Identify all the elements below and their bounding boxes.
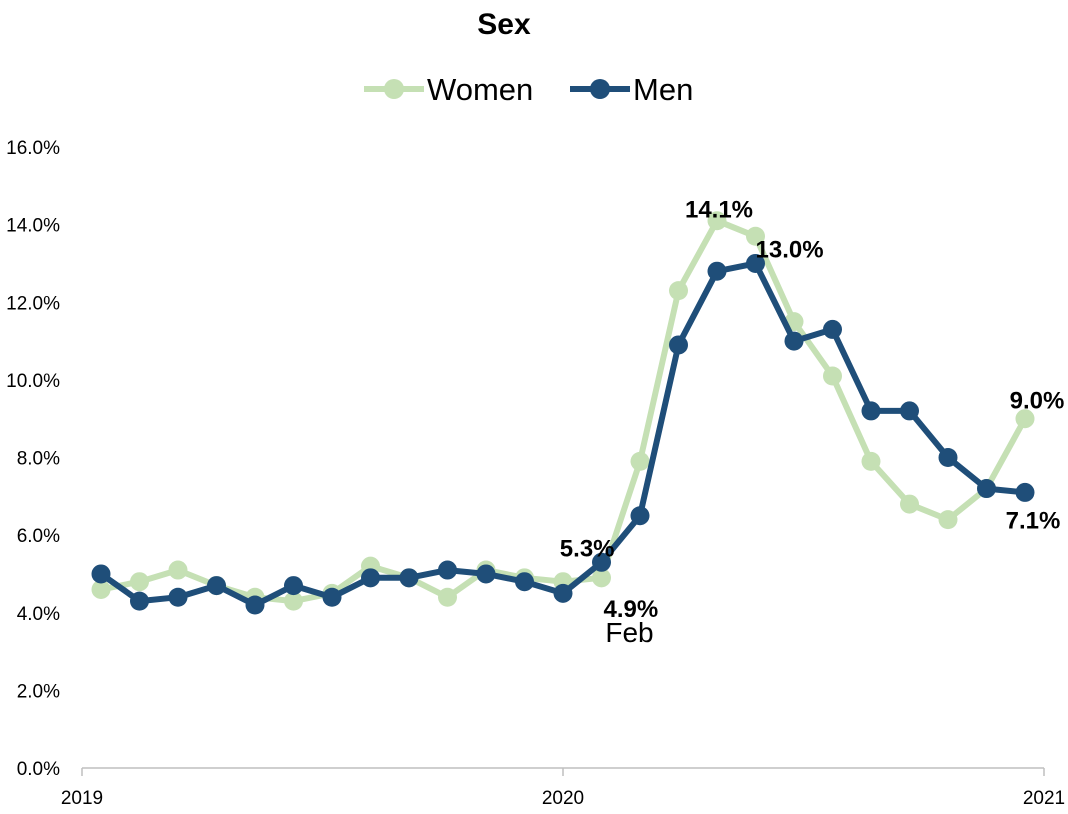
data-point-men xyxy=(361,568,380,588)
y-tick-label: 10.0% xyxy=(6,371,60,392)
data-point-women xyxy=(707,211,727,231)
data-point-men xyxy=(823,319,842,339)
y-tick-label: 4.0% xyxy=(17,604,60,625)
data-point-women xyxy=(861,451,881,471)
data-point-men xyxy=(245,595,265,615)
x-tick-label: 2021 xyxy=(1023,788,1065,809)
legend: Women Men xyxy=(364,72,693,107)
y-tick-label: 8.0% xyxy=(17,449,60,470)
data-point-men xyxy=(861,401,881,421)
data-point-women xyxy=(900,494,919,514)
legend-label-women: Women xyxy=(427,72,533,107)
x-tick-label: 2020 xyxy=(542,788,584,809)
data-point-women xyxy=(938,510,958,530)
data-point-men xyxy=(91,564,111,584)
data-point-men xyxy=(746,253,765,273)
data-point-men xyxy=(784,331,804,351)
data-point-men xyxy=(900,401,919,421)
data-point-women xyxy=(1015,409,1035,429)
y-tick-label: 0.0% xyxy=(17,759,60,780)
data-point-men xyxy=(168,587,188,607)
y-tick-label: 12.0% xyxy=(6,293,60,314)
data-label: 14.1% xyxy=(685,197,753,224)
data-point-men xyxy=(399,568,419,588)
data-point-men xyxy=(938,448,958,467)
data-point-women xyxy=(284,591,303,611)
data-label: 9.0% xyxy=(1010,388,1065,415)
series-layer xyxy=(91,211,1035,615)
legend-marker-women xyxy=(384,79,404,99)
data-point-men xyxy=(207,576,226,596)
data-point-women xyxy=(91,579,111,599)
data-point-women xyxy=(592,568,611,588)
data-point-women xyxy=(669,281,688,301)
data-label: 5.3% xyxy=(560,535,615,562)
data-point-men xyxy=(130,591,149,611)
data-point-men xyxy=(476,564,496,584)
data-point-men xyxy=(630,506,650,526)
y-tick-label: 16.0% xyxy=(6,138,60,159)
annotation-label: Feb xyxy=(605,617,653,648)
x-tick-label: 2019 xyxy=(61,788,103,809)
data-point-women xyxy=(438,587,457,607)
legend-marker-men xyxy=(590,79,610,99)
data-point-men xyxy=(977,479,996,499)
data-point-men xyxy=(592,552,611,572)
x-axis: 2019 2020 2021 xyxy=(61,767,1065,809)
data-point-women xyxy=(130,572,149,592)
y-axis: 0.0% 2.0% 4.0% 6.0% 8.0% 10.0% 12.0% 14.0% 16.0% xyxy=(6,138,60,780)
y-tick-label: 2.0% xyxy=(17,681,60,702)
data-point-women xyxy=(746,226,765,246)
legend-label-men: Men xyxy=(633,72,693,107)
data-point-men xyxy=(284,576,303,596)
y-tick-label: 14.0% xyxy=(6,216,60,237)
data-point-women xyxy=(823,366,842,386)
data-label: 7.1% xyxy=(1006,507,1061,534)
data-point-women xyxy=(630,451,650,471)
chart-title: Sex xyxy=(477,8,531,41)
data-point-men xyxy=(438,560,457,580)
data-label: 13.0% xyxy=(756,236,824,263)
data-point-men xyxy=(515,572,534,592)
data-point-men xyxy=(1015,482,1035,502)
data-point-men xyxy=(553,583,573,603)
data-point-women xyxy=(168,560,188,580)
data-labels: 5.3% 4.9% 14.1%13.0% 9.0% 7.1% Feb xyxy=(560,197,1065,648)
data-point-men xyxy=(669,335,688,355)
y-tick-label: 6.0% xyxy=(17,526,60,547)
data-label: 4.9% xyxy=(604,596,659,623)
data-point-men xyxy=(322,587,342,607)
data-point-men xyxy=(707,261,727,281)
